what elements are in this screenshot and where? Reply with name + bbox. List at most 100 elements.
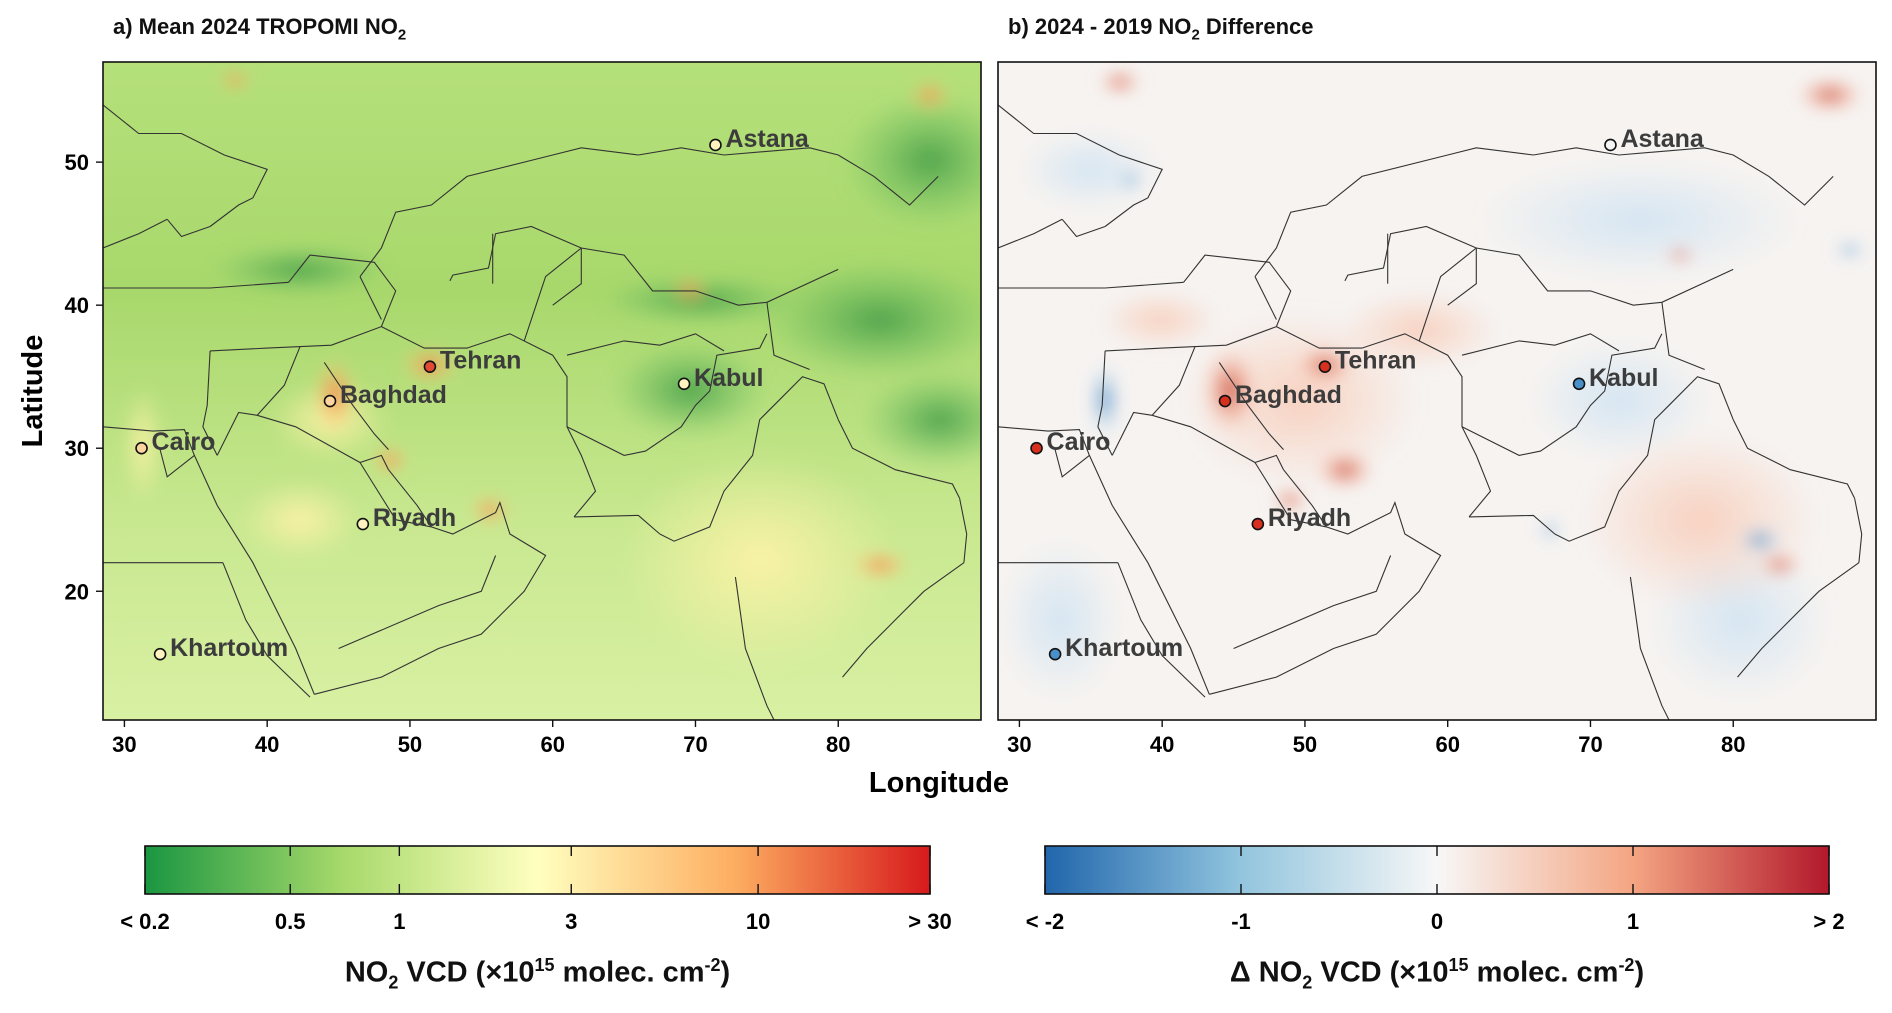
border-line	[103, 218, 168, 249]
city-marker	[423, 360, 437, 373]
border-line	[1218, 362, 1284, 450]
border-line	[166, 218, 211, 238]
border-line	[1554, 376, 1734, 542]
border-line	[998, 281, 1184, 289]
border-line	[1854, 498, 1863, 563]
colorbar-tick-label: > 30	[908, 909, 951, 934]
border-line	[1117, 562, 1206, 698]
x-tick-label: 40	[1150, 732, 1174, 757]
city-marker	[1318, 360, 1332, 373]
city-marker	[135, 441, 148, 455]
border-line	[193, 455, 315, 695]
border-line	[1418, 247, 1477, 342]
panel-a-map	[103, 62, 981, 720]
border-line	[216, 411, 389, 470]
city-marker	[1048, 647, 1062, 661]
border-line	[103, 426, 196, 478]
border-line	[1111, 411, 1284, 470]
border-line	[734, 576, 775, 720]
border-line	[323, 362, 389, 450]
border-line	[1151, 346, 1196, 416]
city-marker	[1030, 441, 1043, 455]
city-marker	[1218, 394, 1232, 408]
colorbar-tick-label: 10	[746, 909, 770, 934]
city-label: Baghdad	[340, 381, 447, 409]
border-line	[1629, 576, 1670, 720]
border-line	[338, 555, 497, 650]
axis-ticks: 30 40 50 60 70 80 20 30 40 50 30 40 50 60 70 80	[65, 150, 1746, 757]
border-line	[1276, 326, 1492, 518]
city-label: Khartoum	[170, 634, 288, 662]
colorbar-no2	[144, 845, 931, 895]
border-line	[1732, 419, 1856, 499]
city-label: Riyadh	[1268, 504, 1351, 532]
city-label: Cairo	[152, 428, 216, 456]
panel-a-title: a) Mean 2024 TROPOMI NO2	[113, 14, 407, 44]
colorbar-no2-title: NO2 VCD (×1015 molec. cm-2)	[344, 955, 731, 993]
city-marker	[356, 517, 370, 531]
border-line	[1097, 350, 1113, 456]
city-marker	[1604, 138, 1617, 152]
colorbar-tick-label: 3	[565, 909, 577, 934]
city-label: Riyadh	[373, 504, 456, 532]
x-tick-label: 30	[1007, 732, 1031, 757]
y-tick-label: 20	[65, 579, 89, 604]
border-line	[359, 147, 939, 277]
border-line	[566, 333, 768, 456]
border-line	[1105, 254, 1292, 352]
colorbar-tick-label: < -2	[1026, 909, 1065, 934]
border-line	[359, 276, 382, 320]
city-marker	[1572, 377, 1586, 391]
border-line	[1061, 218, 1106, 238]
colorbar-tick-label: < 0.2	[120, 909, 170, 934]
colorbar-tick-label: 0.5	[275, 909, 306, 934]
x-tick-label: 60	[1435, 732, 1459, 757]
x-tick-label: 50	[1293, 732, 1317, 757]
city-label: Cairo	[1047, 428, 1111, 456]
border-line	[574, 514, 661, 535]
border-line	[210, 254, 397, 352]
border-line	[998, 218, 1063, 249]
x-tick-label: 70	[1578, 732, 1602, 757]
x-axis-label: Longitude	[869, 767, 1009, 799]
panel-b-frame	[997, 61, 1877, 721]
border-line	[222, 562, 311, 698]
panel-a-frame	[102, 61, 982, 721]
border-line	[523, 247, 582, 342]
city-label: Tehran	[440, 347, 521, 375]
border-line	[1233, 555, 1392, 650]
border-line	[566, 333, 725, 356]
border-line	[1661, 302, 1705, 371]
city-label: Khartoum	[1065, 634, 1183, 662]
city-label: Astana	[1620, 125, 1704, 153]
panel-a-borders	[103, 104, 968, 720]
border-line	[837, 419, 961, 499]
border-line	[998, 426, 1091, 478]
border-line	[1254, 462, 1327, 528]
city-labels: Astana Tehran Kabul Baghdad Cairo Riyadh Khart…	[135, 125, 1705, 662]
panel-b-title: b) 2024 - 2019 NO2 Difference	[1008, 14, 1314, 44]
border-line	[1344, 225, 1734, 306]
colorbar-ticks: < 0.2 0.5 1 3 10 > 30 < -2 -1 0 1 > 2	[120, 846, 1845, 934]
panel-b-map	[998, 62, 1876, 720]
border-line	[449, 225, 839, 306]
city-marker	[323, 394, 337, 408]
border-line	[1254, 147, 1834, 277]
y-tick-label: 50	[65, 150, 89, 175]
city-label: Kabul	[694, 364, 763, 392]
city-marker	[709, 138, 722, 152]
y-axis-label: Latitude	[17, 335, 49, 448]
border-line	[1737, 562, 1860, 678]
colorbar-tick-label: 0	[1431, 909, 1443, 934]
x-tick-label: 80	[826, 732, 850, 757]
city-marker	[153, 647, 167, 661]
x-tick-label: 80	[1721, 732, 1745, 757]
border-line	[659, 376, 839, 542]
city-marker	[1251, 517, 1265, 531]
city-label: Kabul	[1589, 364, 1658, 392]
border-line	[256, 346, 301, 416]
colorbar-tick-label: -1	[1231, 909, 1251, 934]
border-line	[359, 462, 432, 528]
city-label: Baghdad	[1235, 381, 1342, 409]
x-tick-label: 50	[398, 732, 422, 757]
